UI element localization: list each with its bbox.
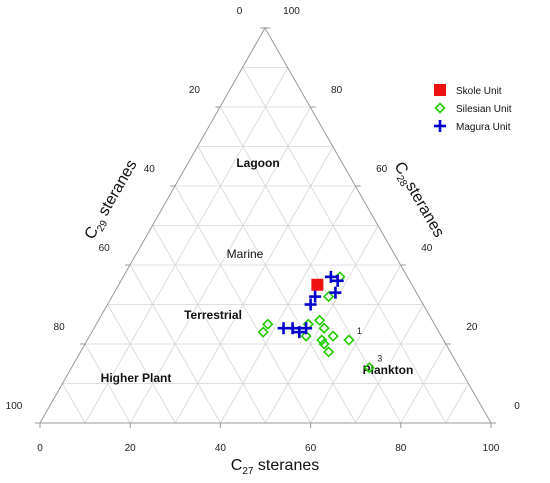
grid-line bbox=[310, 264, 402, 424]
region-label-lagoon: Lagoon bbox=[236, 156, 279, 170]
left-tick-label: 100 bbox=[6, 401, 23, 412]
grid-line bbox=[400, 343, 447, 424]
right-axis-title: C28steranes bbox=[388, 159, 447, 242]
grid-line bbox=[174, 146, 334, 424]
left-tick-label: 20 bbox=[189, 85, 201, 96]
magura-unit-point bbox=[293, 326, 306, 339]
magura-unit-point bbox=[304, 298, 317, 311]
silesian-unit-point bbox=[318, 322, 330, 334]
magura-unit-point bbox=[309, 290, 322, 303]
grid-line bbox=[242, 67, 447, 424]
left-tick-label: 60 bbox=[99, 243, 111, 254]
grid-line bbox=[197, 146, 357, 424]
silesian-unit-point bbox=[343, 334, 355, 346]
region-label-terrestrial: Terrestrial bbox=[184, 308, 242, 322]
right-tick-label: 60 bbox=[376, 164, 388, 175]
magura-unit-point bbox=[300, 322, 313, 335]
region-label-plankton: Plankton bbox=[363, 363, 414, 377]
triangle-outline bbox=[39, 26, 492, 424]
silesian-unit-point bbox=[316, 334, 328, 346]
bottom-tick-label: 80 bbox=[395, 443, 407, 454]
bottom-tick-label: 60 bbox=[305, 443, 317, 454]
right-tick-label: 40 bbox=[421, 243, 433, 254]
grid-line bbox=[355, 304, 424, 424]
grid-line bbox=[107, 304, 176, 424]
magura-unit-point bbox=[331, 274, 344, 287]
silesian-unit-point bbox=[262, 318, 274, 330]
left-tick-label: 40 bbox=[144, 164, 156, 175]
bottom-tick-label: 40 bbox=[215, 443, 227, 454]
right-tick-label: 20 bbox=[466, 322, 478, 333]
region-label-higher-plant: Higher Plant bbox=[101, 371, 172, 385]
grid-line bbox=[129, 264, 221, 424]
bottom-tick-label: 20 bbox=[125, 443, 137, 454]
skole-unit-point bbox=[311, 278, 324, 291]
annotation-label: 1 bbox=[357, 326, 362, 336]
axis-titles: C27 steranes C29 steranes C28steranes bbox=[82, 157, 448, 477]
legend-marker-magura-unit bbox=[434, 120, 446, 132]
grid-line bbox=[445, 383, 469, 424]
silesian-unit-point bbox=[300, 330, 312, 342]
silesian-unit-point bbox=[363, 362, 375, 374]
bottom-axis-title: C27 steranes bbox=[231, 457, 320, 477]
triangle-frame bbox=[39, 26, 492, 424]
legend-label-silesian-unit: Silesian Unit bbox=[456, 104, 512, 115]
grid-line bbox=[62, 383, 86, 424]
grid-line bbox=[84, 67, 289, 424]
silesian-unit-point bbox=[318, 338, 330, 350]
silesian-unit-point bbox=[323, 346, 335, 358]
tick-labels: 0 20 40 60 80 100 100 80 60 40 20 0 0 20 40 60 80 100 bbox=[6, 6, 521, 454]
point-annotations: 13 bbox=[357, 326, 382, 364]
bottom-tick-label: 100 bbox=[483, 443, 500, 454]
region-labels: Lagoon Marine Terrestrial Higher Plant Plank… bbox=[101, 156, 414, 385]
grid-line bbox=[152, 225, 266, 424]
magura-unit-point bbox=[324, 270, 337, 283]
annotation-label: 3 bbox=[377, 354, 382, 364]
magura-unit-point bbox=[329, 286, 342, 299]
legend-label-magura-unit: Magura Unit bbox=[456, 122, 511, 133]
silesian-unit-point bbox=[327, 330, 339, 342]
right-tick-label: 80 bbox=[331, 85, 343, 96]
legend-label-skole-unit: Skole Unit bbox=[456, 86, 502, 97]
left-axis-title: C29 steranes bbox=[82, 157, 144, 244]
right-tick-label: 0 bbox=[514, 401, 520, 412]
data-points bbox=[257, 270, 375, 374]
region-label-marine: Marine bbox=[227, 247, 264, 261]
legend: Skole Unit Silesian Unit Magura Unit bbox=[434, 84, 512, 133]
silesian-unit-point bbox=[313, 314, 326, 326]
grid-line bbox=[265, 225, 379, 424]
magura-unit-point bbox=[286, 322, 299, 335]
left-tick-label: 0 bbox=[237, 6, 243, 17]
legend-marker-skole-unit bbox=[434, 84, 446, 96]
right-tick-label: 100 bbox=[283, 6, 300, 17]
grid-lines bbox=[62, 67, 469, 424]
grid-line bbox=[84, 343, 131, 424]
left-tick-label: 80 bbox=[54, 322, 66, 333]
silesian-unit-point bbox=[323, 290, 335, 303]
silesian-unit-point bbox=[257, 326, 269, 338]
legend-marker-silesian-unit bbox=[434, 102, 446, 114]
bottom-tick-label: 0 bbox=[37, 443, 43, 454]
